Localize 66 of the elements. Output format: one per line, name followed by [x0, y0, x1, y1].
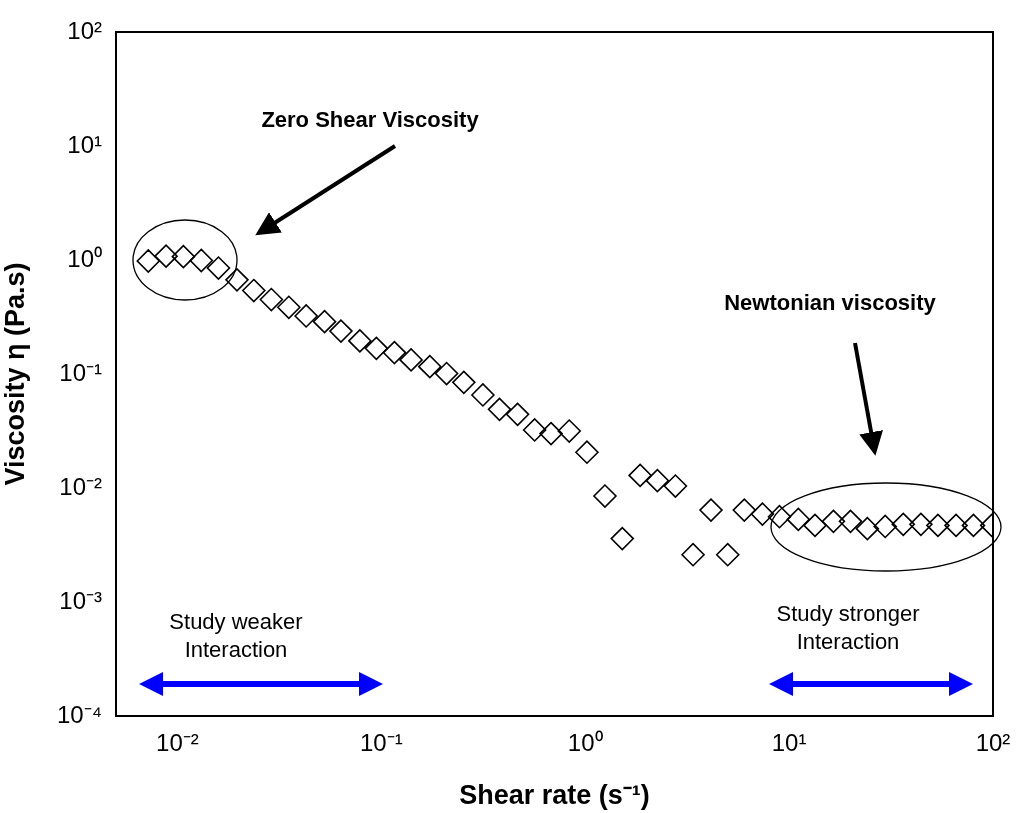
- x-tick-label: 10⁰: [567, 729, 603, 757]
- point: [277, 295, 301, 320]
- point: [154, 244, 178, 268]
- point: [452, 370, 476, 395]
- point: [803, 513, 827, 538]
- point: [873, 514, 897, 539]
- y-tick-label: 10⁻¹: [59, 358, 103, 386]
- x-tick-label: 10²: [975, 729, 1011, 757]
- point: [487, 397, 512, 422]
- point: [891, 512, 916, 537]
- point: [259, 287, 284, 312]
- y-tick-label: 10⁻⁴: [56, 700, 102, 728]
- point: [610, 526, 635, 551]
- point: [189, 248, 214, 273]
- point: [348, 329, 372, 353]
- point: [645, 468, 670, 493]
- point: [821, 509, 846, 534]
- point: [418, 354, 442, 379]
- point: [557, 419, 582, 443]
- point: [225, 268, 249, 292]
- x-tick-label: 10¹: [771, 729, 807, 757]
- annotation: Zero Shear Viscosity: [260, 106, 480, 134]
- x-axis-title: Shear rate (s⁻¹): [459, 780, 650, 811]
- point: [399, 348, 423, 372]
- point: [715, 542, 740, 567]
- point: [364, 336, 389, 361]
- point: [926, 513, 950, 538]
- point: [699, 498, 723, 522]
- point: [732, 498, 757, 522]
- y-tick-label: 10²: [67, 16, 103, 44]
- point: [471, 383, 495, 407]
- point: [575, 440, 599, 465]
- point: [505, 402, 530, 427]
- x-tick-label: 10⁻¹: [359, 729, 403, 757]
- point: [241, 278, 266, 303]
- point: [786, 507, 811, 532]
- point: [961, 513, 986, 538]
- annotation: Newtonian viscosity: [723, 289, 937, 317]
- y-tick-label: 10⁻²: [59, 472, 103, 500]
- point: [171, 244, 196, 269]
- y-tick-label: 10¹: [67, 130, 103, 158]
- point: [944, 513, 968, 538]
- annotation: Study stronger Interaction: [775, 600, 921, 656]
- point: [767, 504, 792, 529]
- annotation: Study weaker Interaction: [168, 608, 304, 664]
- point: [329, 319, 353, 343]
- point: [522, 418, 547, 442]
- point: [136, 249, 161, 273]
- point: [434, 361, 459, 386]
- point: [294, 304, 318, 328]
- point: [750, 502, 775, 526]
- point: [838, 509, 863, 534]
- point: [206, 256, 231, 280]
- point: [539, 421, 563, 446]
- y-axis-title: Viscosity η (Pa.s): [0, 262, 30, 486]
- point: [855, 516, 880, 541]
- point: [909, 512, 933, 537]
- point: [663, 474, 688, 498]
- point: [382, 340, 407, 365]
- point: [681, 542, 705, 567]
- point: [312, 309, 337, 334]
- y-tick-label: 10⁻³: [59, 586, 103, 614]
- point: [593, 484, 617, 508]
- point: [628, 463, 652, 488]
- x-tick-label: 10⁻²: [156, 729, 199, 757]
- y-tick-label: 10⁰: [67, 244, 102, 272]
